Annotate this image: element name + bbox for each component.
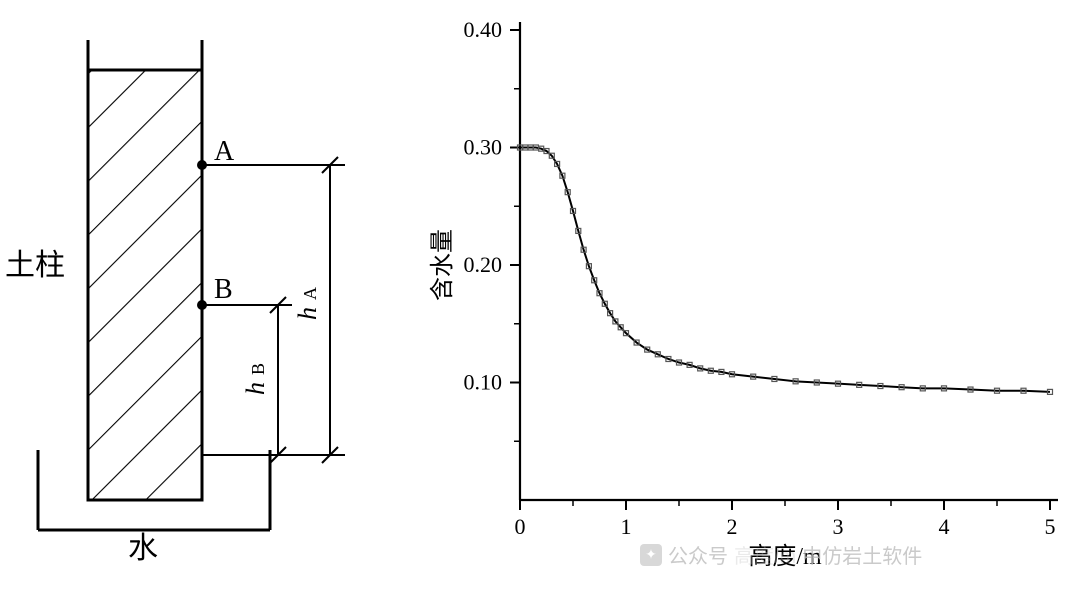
watermark-prefix: 公众号 [668, 540, 728, 569]
chart-svg: 0 1 2 3 4 5 0.10 0.20 0.30 0.40 高度/m 含水量 [380, 0, 1080, 592]
wechat-icon: ✦ [640, 544, 662, 566]
svg-text:h: h [241, 382, 270, 395]
watermark-suffix: 中仿岩土软件 [802, 540, 922, 569]
column-label: 土柱 [5, 249, 65, 282]
watermark-gap: 高度/m [734, 540, 796, 569]
dimension-hb: h B [202, 297, 292, 463]
x-tick-label: 5 [1045, 514, 1056, 539]
svg-text:B: B [248, 363, 268, 375]
svg-text:h: h [293, 307, 322, 320]
point-b-label: B [214, 274, 233, 305]
y-tick-label: 0.30 [464, 135, 503, 160]
y-tick-label: 0.20 [464, 252, 503, 277]
x-tick-label: 1 [621, 514, 632, 539]
svg-text:A: A [300, 287, 320, 300]
y-axis-label: 含水量 [429, 229, 456, 301]
x-tick-label: 4 [939, 514, 950, 539]
y-tick-label: 0.40 [464, 17, 503, 42]
x-tick-label: 3 [833, 514, 844, 539]
x-tick-label: 2 [727, 514, 738, 539]
y-tick-label: 0.10 [464, 370, 503, 395]
watermark: ✦ 公众号 高度/m 中仿岩土软件 [640, 540, 922, 569]
x-tick-label: 0 [515, 514, 526, 539]
diagram-svg: A B h A h [0, 0, 380, 592]
figure-container: A B h A h [0, 0, 1080, 592]
water-label: 水 [128, 532, 158, 565]
water-content-chart: 0 1 2 3 4 5 0.10 0.20 0.30 0.40 高度/m 含水量 [380, 0, 1080, 592]
soil-column-diagram: A B h A h [0, 0, 380, 592]
point-a-label: A [214, 136, 235, 167]
curve-line [520, 148, 1050, 392]
soil-column [88, 40, 202, 500]
